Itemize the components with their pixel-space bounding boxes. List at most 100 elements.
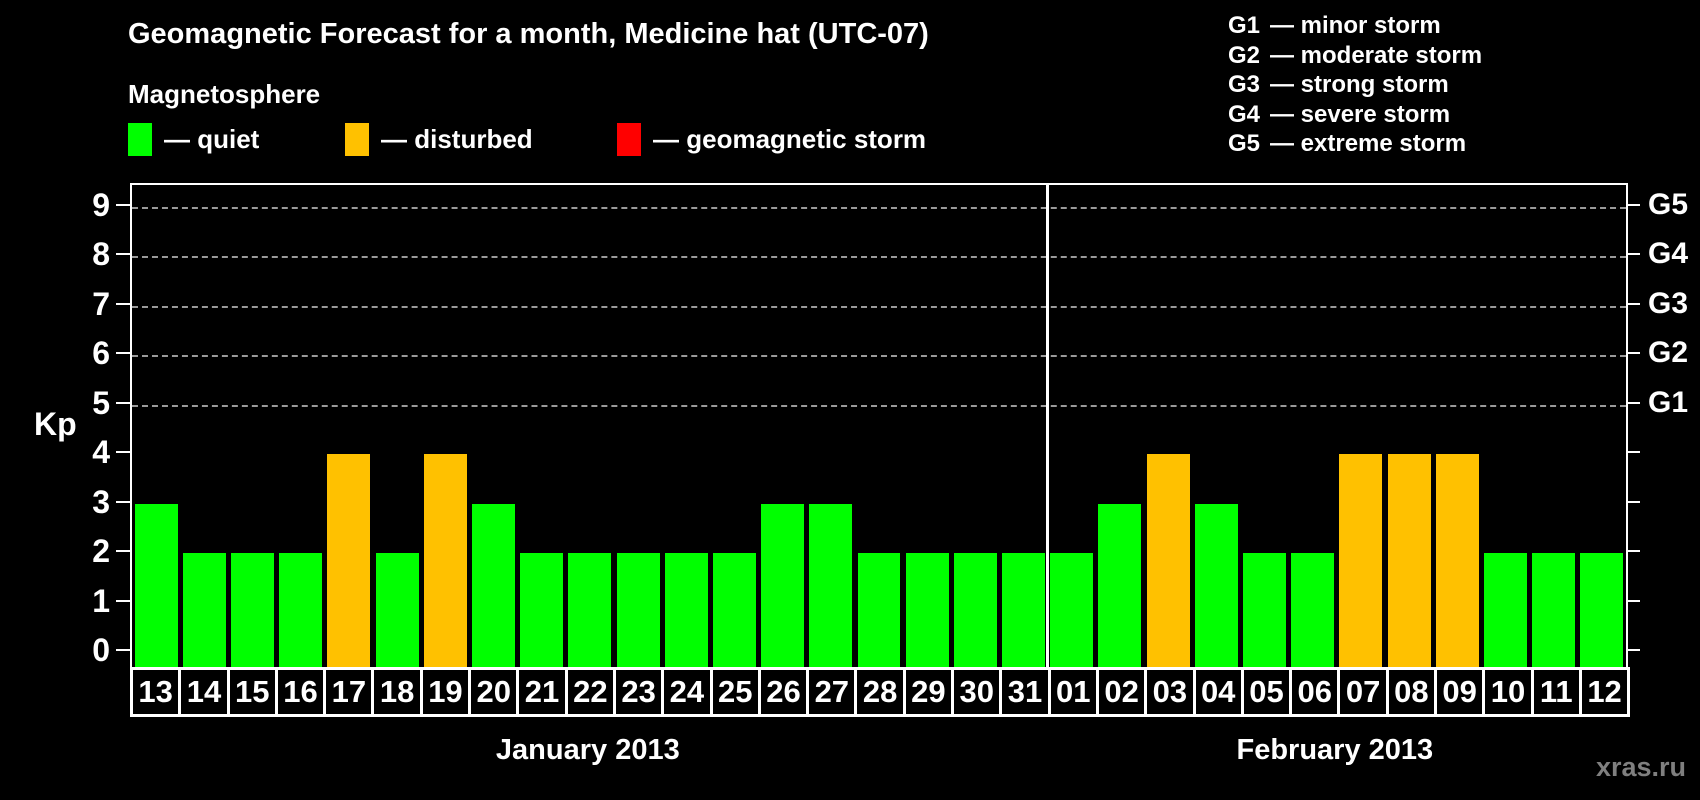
storm-scale-row-g3: G3 — strong storm <box>1228 70 1482 100</box>
kp-bar-day-04 <box>1194 503 1238 669</box>
day-label-25: 25 <box>713 670 761 714</box>
day-label-04: 04 <box>1196 670 1244 714</box>
chart-title: Geomagnetic Forecast for a month, Medici… <box>128 18 929 50</box>
g2-label: — moderate storm <box>1270 41 1483 69</box>
storm-scale-row-g5: G5 — extreme storm <box>1228 129 1482 159</box>
legend-item-disturbed: — disturbed <box>345 121 533 157</box>
y-axis-label-4: 4 <box>92 434 110 470</box>
watermark: xras.ru <box>1595 752 1686 782</box>
day-label-21: 21 <box>519 670 568 714</box>
day-label-16: 16 <box>278 670 327 714</box>
day-label-28: 28 <box>857 670 906 714</box>
right-tick-kp0 <box>1626 649 1640 651</box>
day-label-12: 12 <box>1587 674 1622 709</box>
legend-disturbed-label: — disturbed <box>381 123 533 154</box>
magnetosphere-label: Magnetosphere <box>128 79 321 109</box>
day-label-29: 29 <box>906 670 955 714</box>
right-tick-kp5 <box>1626 401 1640 404</box>
day-label-19: 19 <box>423 670 472 714</box>
kp-bar-day-17 <box>327 454 371 669</box>
month-label-1: February 2013 <box>1236 733 1434 766</box>
kp-bar-day-08 <box>1387 454 1431 669</box>
g-level-label-g3: G3 <box>1648 286 1689 320</box>
y-axis-label-6: 6 <box>92 335 110 371</box>
gridline-kp9 <box>132 206 1626 209</box>
day-label-15: 15 <box>230 670 278 714</box>
right-tick-kp9 <box>1626 203 1640 206</box>
g4-code: G4 <box>1228 100 1261 128</box>
g-level-label-g1: G1 <box>1648 385 1689 419</box>
kp-bar-day-25 <box>712 553 756 669</box>
g5-label: — extreme storm <box>1270 130 1467 157</box>
left-tick-kp5 <box>116 401 130 404</box>
left-tick-kp2 <box>116 550 130 552</box>
kp-bar-day-31 <box>1002 553 1046 669</box>
right-tick-kp2 <box>1626 550 1640 552</box>
quiet-color-swatch <box>128 122 152 156</box>
gridline-kp5 <box>132 404 1626 407</box>
storm-scale-legend: G1 — minor storm G2 — moderate storm G3 — s… <box>1228 11 1482 159</box>
day-label-31: 31 <box>1002 670 1051 714</box>
left-tick-kp6 <box>116 352 130 354</box>
y-axis-label-5: 5 <box>92 384 110 421</box>
kp-bar-day-22 <box>568 553 612 669</box>
day-label-11: 11 <box>1534 670 1582 714</box>
kp-bar-day-26 <box>761 503 805 669</box>
left-tick-kp1 <box>116 599 130 602</box>
gridline-kp6 <box>132 355 1626 357</box>
kp-bar-day-09 <box>1435 454 1479 669</box>
g3-code: G3 <box>1228 71 1261 98</box>
gridline-kp8 <box>132 256 1626 258</box>
y-axis-title: Kp <box>34 406 77 442</box>
left-tick-kp8 <box>116 253 130 255</box>
kp-bar-day-11 <box>1532 553 1576 669</box>
g-level-label-g5: G5 <box>1648 187 1689 221</box>
day-label-05: 05 <box>1244 670 1293 714</box>
day-label-27: 27 <box>809 670 858 714</box>
kp-bar-day-02 <box>1098 503 1142 669</box>
day-label-23: 23 <box>616 670 665 714</box>
g-level-label-g2: G2 <box>1648 336 1689 369</box>
day-label-06: 06 <box>1292 670 1341 714</box>
kp-bar-day-18 <box>375 553 419 669</box>
day-label-09: 09 <box>1437 670 1486 714</box>
legend-quiet-label: — quiet <box>164 123 260 154</box>
day-label-22: 22 <box>568 670 616 714</box>
left-tick-kp4 <box>116 451 130 453</box>
y-axis-label-7: 7 <box>92 285 110 322</box>
day-label-13: 13 <box>133 670 182 714</box>
y-axis-label-2: 2 <box>92 533 110 569</box>
y-axis-label-1: 1 <box>92 582 110 619</box>
day-label-18: 18 <box>374 670 423 714</box>
kp-bar-day-05 <box>1243 553 1287 669</box>
day-label-14: 14 <box>181 670 230 714</box>
kp-bar-day-27 <box>809 503 853 669</box>
kp-bar-day-21 <box>520 553 564 669</box>
right-tick-kp6 <box>1626 352 1640 354</box>
legend-item-storm: — geomagnetic storm <box>617 121 926 157</box>
kp-bar-day-03 <box>1146 454 1190 669</box>
storm-scale-row-g2: G2 — moderate storm <box>1228 41 1482 71</box>
right-tick-kp3 <box>1626 500 1640 503</box>
g1-code: G1 <box>1228 12 1261 39</box>
g-level-label-g4: G4 <box>1648 237 1689 270</box>
kp-bar-day-01 <box>1050 553 1094 669</box>
left-tick-kp3 <box>116 500 130 503</box>
right-tick-kp1 <box>1626 599 1640 602</box>
kp-bar-day-16 <box>279 553 323 669</box>
kp-bar-day-30 <box>953 553 997 669</box>
g1-label: — minor storm <box>1270 12 1441 39</box>
gridline-kp7 <box>132 305 1626 308</box>
day-label-24: 24 <box>664 670 713 714</box>
kp-bar-day-13 <box>134 503 178 669</box>
plot-area <box>130 183 1628 669</box>
kp-bar-day-15 <box>230 553 274 669</box>
kp-bar-day-12 <box>1580 553 1624 669</box>
kp-bar-day-29 <box>905 553 949 669</box>
y-axis-label-0: 0 <box>92 632 110 668</box>
left-tick-kp0 <box>116 649 130 651</box>
day-label-10: 10 <box>1485 670 1534 714</box>
right-tick-kp4 <box>1626 451 1640 453</box>
disturbed-color-swatch <box>345 122 369 156</box>
y-axis-label-3: 3 <box>92 483 110 520</box>
